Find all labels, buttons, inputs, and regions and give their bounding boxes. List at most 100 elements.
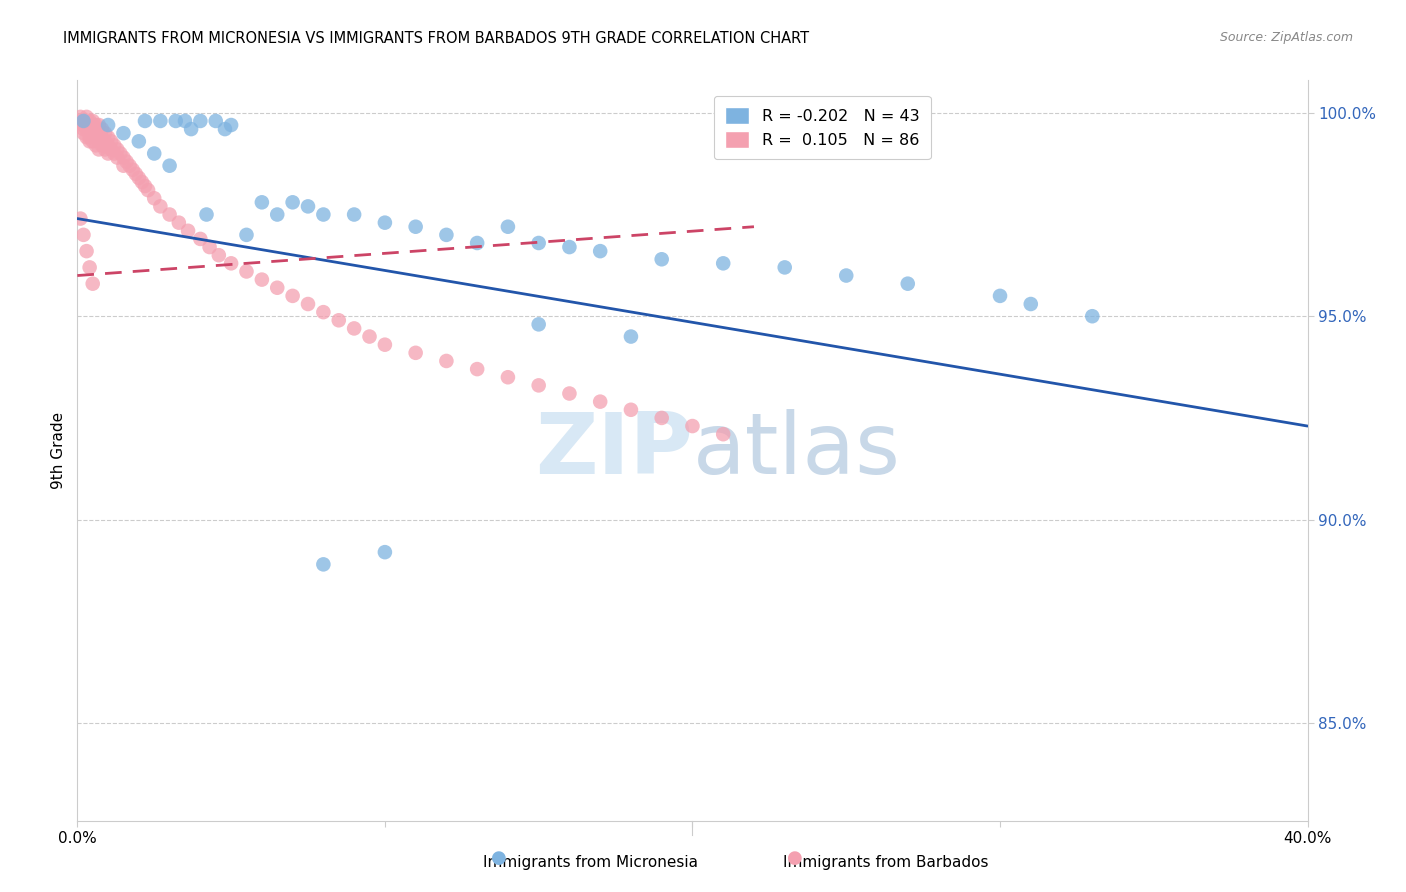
Point [131,175,153,189]
Text: ●: ● [491,849,508,867]
Point [167,216,190,230]
Point [97,146,120,161]
Point [110,146,132,161]
Point [84,118,107,132]
Point [76,118,98,132]
Point [97,138,120,153]
Point [76,110,98,124]
Point [250,195,273,210]
Point [118,159,141,173]
Point [143,146,166,161]
Point [343,321,366,335]
Point [105,143,128,157]
Point [121,162,143,177]
Point [103,138,125,153]
Point [343,207,366,221]
Point [72,126,94,140]
Point [711,427,734,442]
Text: Immigrants from Barbados: Immigrants from Barbados [783,855,988,870]
Point [620,329,643,343]
Point [79,130,101,145]
Point [76,244,98,259]
Point [558,240,581,254]
Point [84,122,107,136]
Point [94,134,117,148]
Point [250,272,273,286]
Point [149,114,172,128]
Point [773,260,796,275]
Point [97,130,120,145]
Text: ZIP: ZIP [534,409,693,492]
Point [82,118,104,132]
Point [72,118,94,132]
Point [165,114,187,128]
Point [620,402,643,417]
Point [136,183,159,197]
Point [281,195,304,210]
Point [219,118,242,132]
Point [143,191,166,205]
Point [90,138,114,153]
Point [405,346,427,360]
Point [527,378,550,392]
Point [219,256,242,270]
Point [711,256,734,270]
Point [174,114,197,128]
Point [198,240,221,254]
Point [159,207,181,221]
Point [589,394,612,409]
Point [149,199,172,213]
Point [465,235,488,250]
Point [97,118,120,132]
Point [87,143,110,157]
Point [100,143,122,157]
Point [527,318,550,332]
Text: atlas: atlas [693,409,900,492]
Point [134,179,156,194]
Point [589,244,612,259]
Point [76,130,98,145]
Point [82,277,104,291]
Point [214,122,236,136]
Point [76,122,98,136]
Point [94,143,117,157]
Point [72,227,94,242]
Point [496,219,519,234]
Point [297,297,319,311]
Point [180,122,202,136]
Point [159,159,181,173]
Point [1081,310,1104,324]
Point [82,126,104,140]
Point [79,122,101,136]
Text: IMMIGRANTS FROM MICRONESIA VS IMMIGRANTS FROM BARBADOS 9TH GRADE CORRELATION CHA: IMMIGRANTS FROM MICRONESIA VS IMMIGRANTS… [63,31,810,46]
Point [496,370,519,384]
Point [188,114,212,128]
Point [84,138,107,153]
Point [195,207,218,221]
Point [558,386,581,401]
Legend: R = -0.202   N = 43, R =  0.105   N = 86: R = -0.202 N = 43, R = 0.105 N = 86 [714,95,931,160]
Point [72,114,94,128]
Point [682,419,704,434]
Point [188,232,212,246]
Text: Immigrants from Micronesia: Immigrants from Micronesia [484,855,697,870]
Point [328,313,350,327]
Point [374,216,396,230]
Point [84,130,107,145]
Point [436,354,458,368]
Point [527,235,550,250]
Point [235,264,257,278]
Point [651,252,673,267]
Point [90,122,114,136]
Point [266,281,288,295]
Point [90,130,114,145]
Point [359,329,381,343]
Point [405,219,427,234]
Point [312,558,335,572]
Point [436,227,458,242]
Point [897,277,920,291]
Point [105,151,128,165]
Point [266,207,288,221]
Point [100,134,122,148]
Point [281,289,304,303]
